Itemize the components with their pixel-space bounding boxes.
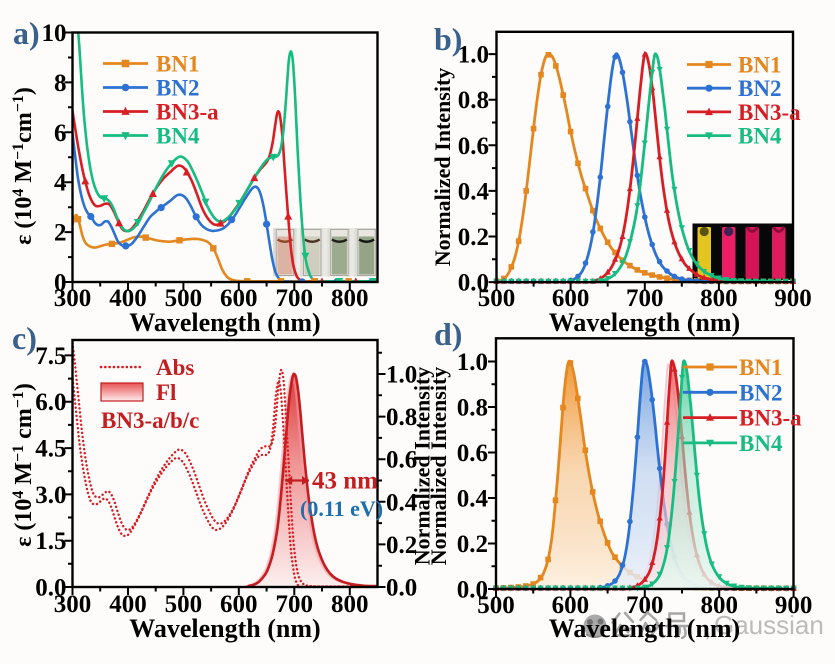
svg-text:0.0: 0.0 <box>35 575 66 602</box>
svg-text:0.4: 0.4 <box>457 486 489 513</box>
svg-text:900: 900 <box>775 592 813 619</box>
svg-text:BN4: BN4 <box>739 431 783 456</box>
svg-text:400: 400 <box>109 285 147 312</box>
svg-text:1.5: 1.5 <box>35 528 66 555</box>
svg-text:c): c) <box>12 320 37 356</box>
svg-text:BN1: BN1 <box>156 52 199 77</box>
svg-text:500: 500 <box>165 285 203 312</box>
svg-text:0.2: 0.2 <box>386 532 417 559</box>
svg-text:0.6: 0.6 <box>457 440 488 467</box>
svg-text:10: 10 <box>42 20 67 47</box>
svg-text:800: 800 <box>700 285 738 312</box>
svg-text:500: 500 <box>478 285 516 312</box>
svg-text:0: 0 <box>54 270 67 297</box>
svg-text:700: 700 <box>626 285 664 312</box>
svg-text:600: 600 <box>552 592 590 619</box>
svg-text:,: , <box>704 612 711 642</box>
svg-text:BN3-a: BN3-a <box>738 100 801 125</box>
svg-text:0.8: 0.8 <box>458 87 489 114</box>
svg-text:800: 800 <box>331 591 369 618</box>
svg-text:BN1: BN1 <box>738 53 781 78</box>
svg-text:BN2: BN2 <box>738 76 781 101</box>
svg-text:500: 500 <box>477 592 515 619</box>
svg-text:BN4: BN4 <box>738 124 782 149</box>
svg-text:d): d) <box>434 316 462 352</box>
svg-text:Wavelength (nm): Wavelength (nm) <box>549 308 740 337</box>
svg-text:700: 700 <box>276 285 314 312</box>
svg-text:Wavelength (nm): Wavelength (nm) <box>549 614 740 643</box>
svg-text:BN4: BN4 <box>156 124 200 149</box>
svg-text:900: 900 <box>774 285 812 312</box>
svg-text:0.4: 0.4 <box>386 489 418 516</box>
svg-text:BN3-a: BN3-a <box>739 406 802 431</box>
svg-text:1.0: 1.0 <box>458 42 489 69</box>
svg-text:600: 600 <box>220 591 258 618</box>
svg-text:0.4: 0.4 <box>458 178 490 205</box>
svg-text:Wavelength (nm): Wavelength (nm) <box>129 614 320 643</box>
svg-text:ε (104 M−1 cm−1): ε (104 M−1 cm−1) <box>10 383 37 547</box>
svg-text:BN2: BN2 <box>156 76 199 101</box>
svg-text:0.0: 0.0 <box>458 270 489 297</box>
svg-text:700: 700 <box>276 591 314 618</box>
svg-text:300: 300 <box>54 591 92 618</box>
svg-text:400: 400 <box>109 591 147 618</box>
svg-text:BN3-a/b/c: BN3-a/b/c <box>101 408 199 433</box>
svg-text:BN1: BN1 <box>739 355 782 380</box>
svg-text:600: 600 <box>552 285 590 312</box>
svg-text:600: 600 <box>220 285 258 312</box>
svg-text:0.8: 0.8 <box>457 395 488 422</box>
svg-text:43 nm: 43 nm <box>312 468 378 495</box>
svg-text:300: 300 <box>54 285 92 312</box>
svg-text:6: 6 <box>54 120 67 147</box>
svg-text:0.0: 0.0 <box>457 577 488 604</box>
svg-text:6.0: 6.0 <box>35 389 66 416</box>
svg-text:800: 800 <box>331 285 369 312</box>
svg-text:500: 500 <box>165 591 203 618</box>
svg-text:Normalized Intensity: Normalized Intensity <box>426 367 451 566</box>
svg-text:0.6: 0.6 <box>386 447 417 474</box>
svg-text:0.2: 0.2 <box>458 224 489 251</box>
svg-text:4.5: 4.5 <box>35 436 66 463</box>
svg-text:800: 800 <box>700 592 738 619</box>
svg-text:ε (104 M−1cm−1): ε (104 M−1cm−1) <box>10 87 37 245</box>
svg-text:0.8: 0.8 <box>386 404 417 431</box>
svg-text:Gaussian: Gaussian <box>714 610 824 640</box>
svg-text:1.0: 1.0 <box>457 349 488 376</box>
svg-text:Wavelength (nm): Wavelength (nm) <box>129 308 320 337</box>
svg-text:0.6: 0.6 <box>458 133 489 160</box>
svg-text:Normalized Intensity: Normalized Intensity <box>430 68 455 267</box>
svg-text:3.0: 3.0 <box>35 482 66 509</box>
svg-text:b): b) <box>434 21 462 57</box>
svg-text:2: 2 <box>54 220 67 247</box>
svg-text:BN3-a: BN3-a <box>156 100 219 125</box>
svg-text:7.5: 7.5 <box>35 343 66 370</box>
svg-text:0.0: 0.0 <box>386 575 417 602</box>
svg-text:0.2: 0.2 <box>457 531 488 558</box>
svg-text:BN2: BN2 <box>739 380 782 405</box>
svg-text:Abs: Abs <box>156 355 194 380</box>
svg-text:1.0: 1.0 <box>386 362 417 389</box>
svg-text:Fl: Fl <box>156 380 176 405</box>
svg-text:(0.11 eV): (0.11 eV) <box>300 496 383 521</box>
svg-text:8: 8 <box>54 70 67 97</box>
svg-text:4: 4 <box>54 170 67 197</box>
svg-text:a): a) <box>13 15 40 51</box>
svg-text:Normalized Intensity: Normalized Intensity <box>410 367 435 566</box>
